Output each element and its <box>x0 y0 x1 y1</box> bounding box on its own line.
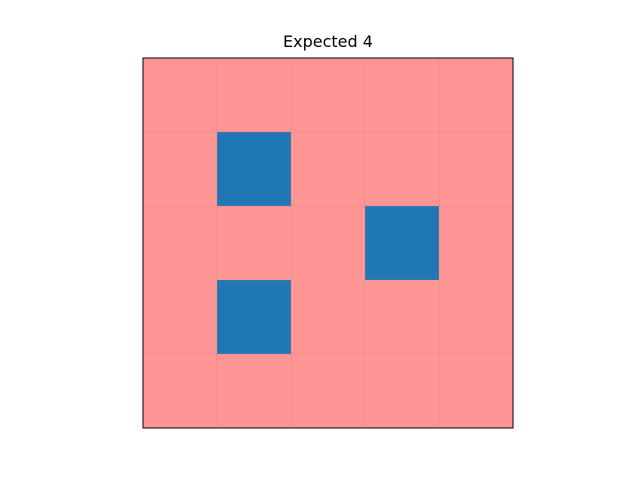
heatmap-cell-r0-c4 <box>439 58 513 132</box>
heatmap-cell-r4-c0 <box>143 354 217 428</box>
heatmap-cell-r0-c3 <box>365 58 439 132</box>
heatmap-cell-r1-c4 <box>439 132 513 206</box>
heatmap-cell-r0-c2 <box>291 58 365 132</box>
heatmap-cell-r3-c3 <box>365 280 439 354</box>
heatmap-cell-r2-c3 <box>365 206 439 280</box>
heatmap-cell-r3-c2 <box>291 280 365 354</box>
heatmap-cell-r2-c1 <box>217 206 291 280</box>
heatmap-cell-r4-c2 <box>291 354 365 428</box>
heatmap-cell-r0-c0 <box>143 58 217 132</box>
heatmap-cell-r3-c0 <box>143 280 217 354</box>
heatmap-cell-r4-c1 <box>217 354 291 428</box>
heatmap-cell-r1-c3 <box>365 132 439 206</box>
heatmap-cell-r1-c1 <box>217 132 291 206</box>
heatmap-cell-r0-c1 <box>217 58 291 132</box>
heatmap-cell-r4-c3 <box>365 354 439 428</box>
heatmap-cell-r2-c4 <box>439 206 513 280</box>
heatmap-cell-r3-c4 <box>439 280 513 354</box>
chart-title: Expected 4 <box>283 32 373 51</box>
heatmap-cell-r1-c2 <box>291 132 365 206</box>
heatmap-cell-r3-c1 <box>217 280 291 354</box>
heatmap-cell-r2-c2 <box>291 206 365 280</box>
plot-frame <box>142 57 514 429</box>
heatmap-cell-r2-c0 <box>143 206 217 280</box>
heatmap-cell-r4-c4 <box>439 354 513 428</box>
heatmap-cell-r1-c0 <box>143 132 217 206</box>
